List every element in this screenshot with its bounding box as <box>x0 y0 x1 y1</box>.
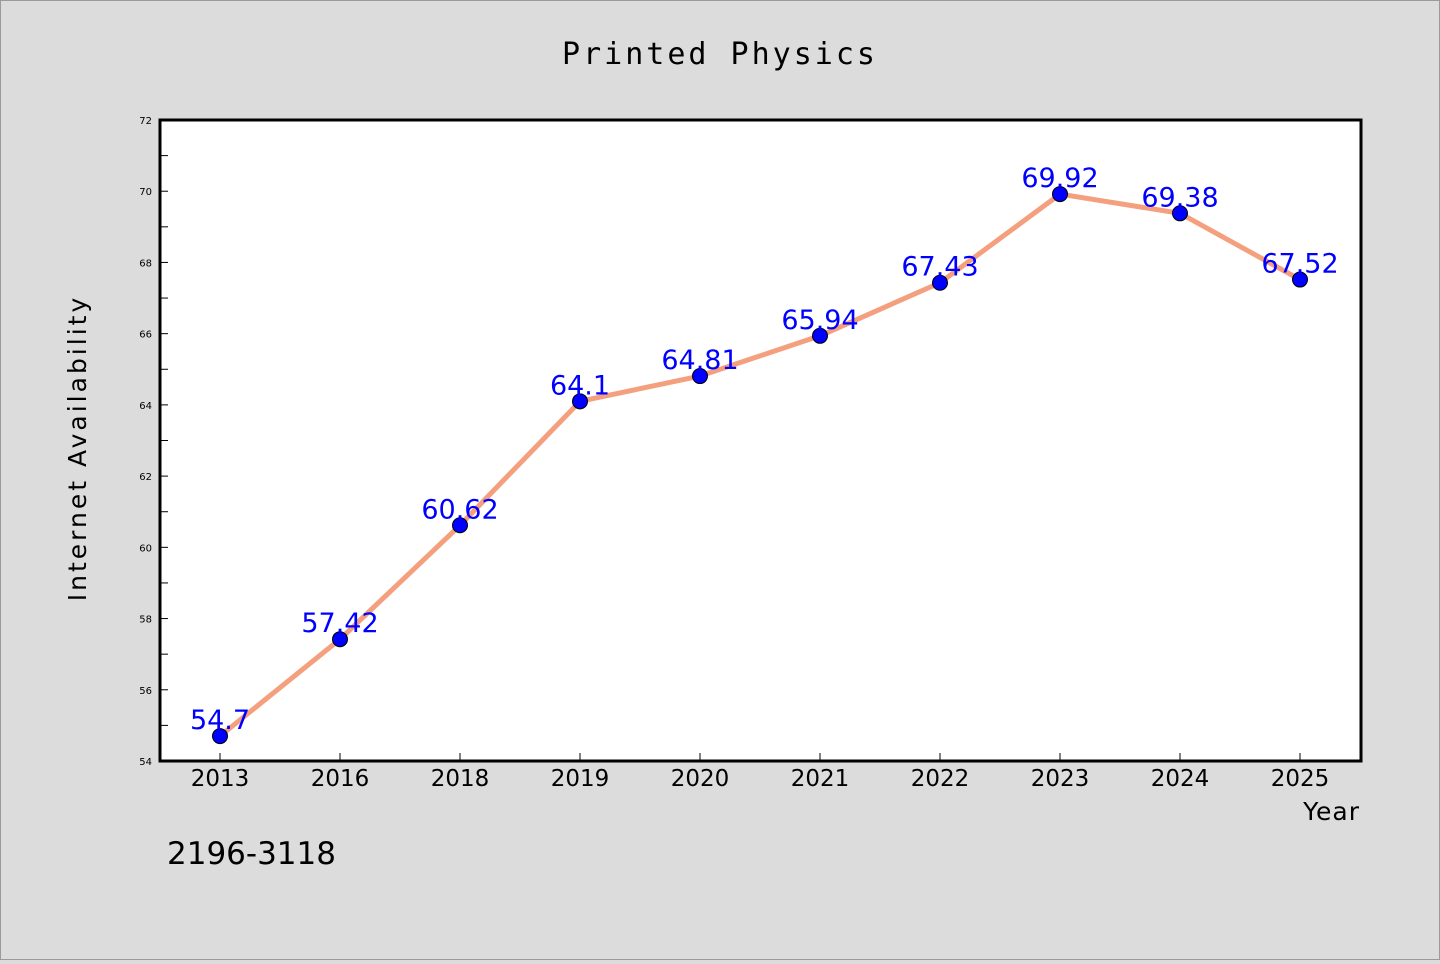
x-axis-label: Year <box>1302 797 1360 826</box>
y-tick-label: 62 <box>139 472 152 483</box>
x-tick-label: 2025 <box>1271 766 1330 792</box>
data-label: 65.94 <box>781 305 858 336</box>
data-label: 64.81 <box>661 345 738 376</box>
data-point-marker <box>572 393 588 410</box>
data-label: 67.43 <box>901 252 978 283</box>
chart-title: Printed Physics <box>562 37 878 72</box>
data-label: 67.52 <box>1261 249 1338 280</box>
data-point-marker <box>212 728 228 745</box>
x-tick-label: 2024 <box>1151 766 1210 792</box>
data-label: 69.38 <box>1141 182 1218 213</box>
x-tick-label: 2020 <box>671 766 730 792</box>
y-tick-label: 58 <box>139 615 152 626</box>
series-line <box>217 191 1303 739</box>
y-tick-label: 60 <box>139 543 152 554</box>
data-point-marker <box>1052 186 1068 203</box>
data-label-group: 54.7 57.42 60.62 64.1 64.81 65.94 67.43 69.92 69… <box>190 163 1339 736</box>
x-tick-label: 2018 <box>431 766 490 792</box>
data-label: 57.42 <box>301 608 378 639</box>
y-tick-label: 72 <box>139 116 152 127</box>
data-point-marker <box>812 327 828 344</box>
x-axis: 2013 2016 2018 2019 2020 2021 2022 2023 2024 2025 <box>191 753 1330 792</box>
data-label: 64.1 <box>550 370 610 401</box>
series-marker-group <box>212 186 1308 745</box>
y-axis-label: Internet Availability <box>63 295 92 601</box>
y-tick-label: 68 <box>139 258 152 269</box>
y-axis: 54 56 58 60 62 64 66 68 70 72 <box>139 116 168 768</box>
x-tick-label: 2021 <box>791 766 850 792</box>
data-point-marker <box>452 517 468 534</box>
series-line-group <box>217 191 1303 739</box>
y-tick-label: 54 <box>139 757 152 768</box>
data-point-marker <box>692 368 708 385</box>
y-tick-label: 70 <box>139 187 152 198</box>
x-tick-label: 2023 <box>1031 766 1090 792</box>
y-tick-label: 64 <box>139 401 152 412</box>
y-tick-label: 66 <box>139 330 152 341</box>
data-point-marker <box>932 274 948 291</box>
data-point-marker <box>332 631 348 648</box>
x-tick-label: 2022 <box>911 766 970 792</box>
x-tick-label: 2019 <box>551 766 610 792</box>
y-tick-label: 56 <box>139 686 152 697</box>
x-tick-label: 2013 <box>191 766 250 792</box>
data-label: 54.7 <box>190 705 250 736</box>
data-point-marker <box>1292 271 1308 288</box>
plot-area <box>158 118 1363 763</box>
data-label: 60.62 <box>421 494 498 525</box>
chart-annotation: 2196-3118 <box>167 836 336 872</box>
x-tick-label: 2016 <box>311 766 370 792</box>
data-label: 69.92 <box>1021 163 1098 194</box>
data-point-marker <box>1172 205 1188 222</box>
